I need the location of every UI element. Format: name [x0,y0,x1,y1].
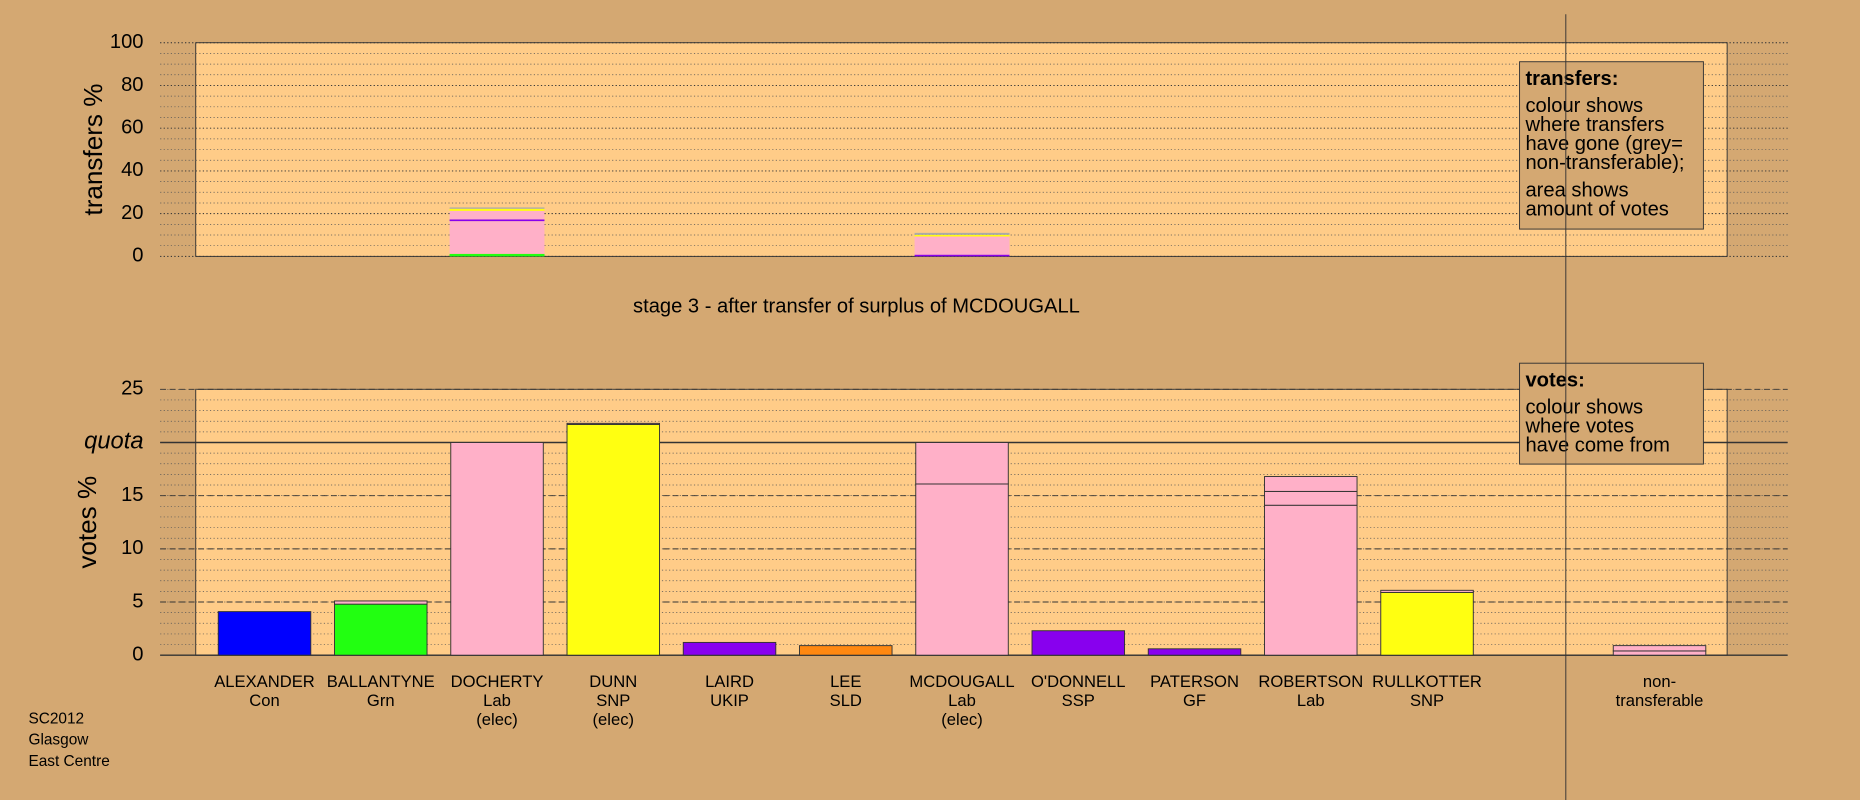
bar-segment [334,600,428,605]
y-tick-label: 20 [121,202,143,224]
y-tick-label: 0 [132,644,143,666]
bar-segment [1612,645,1707,652]
x-tick-label: non- [1643,672,1676,691]
x-tick-label: (elec) [593,710,635,729]
note-text: have come from [1525,435,1669,457]
bar-segment [799,645,893,656]
x-tick-label: Lab [948,691,976,710]
y-tick-label: 5 [132,590,143,612]
x-tick-label: DUNN [589,672,637,691]
bar-segment [449,208,545,211]
y-tick-label: 60 [121,117,143,139]
bar-segment [1380,589,1474,593]
bar-segment [449,210,545,220]
bar-segment [914,254,1010,257]
bar-segment [915,483,1009,656]
note-text: area shows [1525,179,1628,201]
x-tick-label: RULLKOTTER [1372,672,1482,691]
bar-segment [1380,591,1474,656]
note-text: colour shows [1525,397,1643,419]
note-text: amount of votes [1525,198,1668,220]
y-tick-label: 40 [121,159,143,181]
bar-segment [1612,650,1707,656]
x-tick-label: BALLANTYNE [327,672,435,691]
x-tick-label: PATERSON [1150,672,1239,691]
x-tick-label: (elec) [476,710,518,729]
x-tick-label: SSP [1062,691,1095,710]
y-tick-label: 10 [121,537,143,559]
x-tick-label: DOCHERTY [451,672,544,691]
x-tick-label: SNP [596,691,630,710]
note-box [1519,362,1704,465]
footer: SC2012 [28,710,84,727]
bar-segment [915,442,1009,485]
note-text: where transfers [1524,114,1664,136]
x-tick-label: LAIRD [705,672,754,691]
bar-segment [334,603,428,656]
bar-segment [449,253,545,257]
bar-segment [1264,476,1358,492]
bar-segment [566,423,661,656]
bar-segment [449,221,545,254]
chart-title: stage 3 - after transfer of surplus of M… [633,296,1080,318]
bar-segment [217,611,312,656]
y-axis-label: votes % [72,476,102,569]
bar-segment [450,442,544,656]
bar-segment [449,219,545,222]
bar-segment [566,422,661,425]
y-tick-label: 15 [121,484,143,506]
bar-segment [914,232,1010,235]
x-tick-label: Grn [367,691,395,710]
y-tick-label: 80 [121,74,143,96]
x-tick-label: ALEXANDER [214,672,315,691]
x-tick-label: MCDOUGALL [909,672,1014,691]
note-box [1519,61,1704,230]
x-tick-label: Lab [1297,691,1325,710]
bar-segment [682,641,777,656]
bar-segment [449,207,545,209]
footer: East Centre [28,753,109,770]
x-tick-label: ROBERTSON [1258,672,1363,691]
note-text: have gone (grey= [1525,133,1682,155]
x-tick-label: GF [1183,691,1206,710]
bar-segment [914,234,1010,237]
x-tick-label: UKIP [710,691,749,710]
y-axis-label: transfers % [78,84,108,216]
bar-segment [1264,490,1358,506]
x-tick-label: SLD [830,691,862,710]
y-tick-label: 100 [110,31,144,53]
x-tick-label: O'DONNELL [1031,672,1126,691]
note-title: transfers: [1525,68,1618,90]
footer: Glasgow [28,732,89,749]
x-tick-label: (elec) [941,710,983,729]
note-title: votes: [1525,369,1584,391]
bar-segment [914,236,1010,255]
x-tick-label: Con [249,691,279,710]
x-tick-label: LEE [830,672,861,691]
y-tick-label: 25 [121,378,143,400]
x-tick-label: SNP [1410,691,1444,710]
y-tick-label: quota [84,429,143,455]
x-tick-label: Lab [483,691,511,710]
note-text: colour shows [1525,95,1643,117]
note-text: where votes [1524,416,1634,438]
bar-segment [1031,630,1126,656]
bar-segment [1264,504,1358,656]
x-tick-label: transferable [1616,691,1704,710]
note-text: non-transferable); [1525,152,1684,174]
bar-segment [1147,648,1242,656]
y-tick-label: 0 [132,245,143,267]
